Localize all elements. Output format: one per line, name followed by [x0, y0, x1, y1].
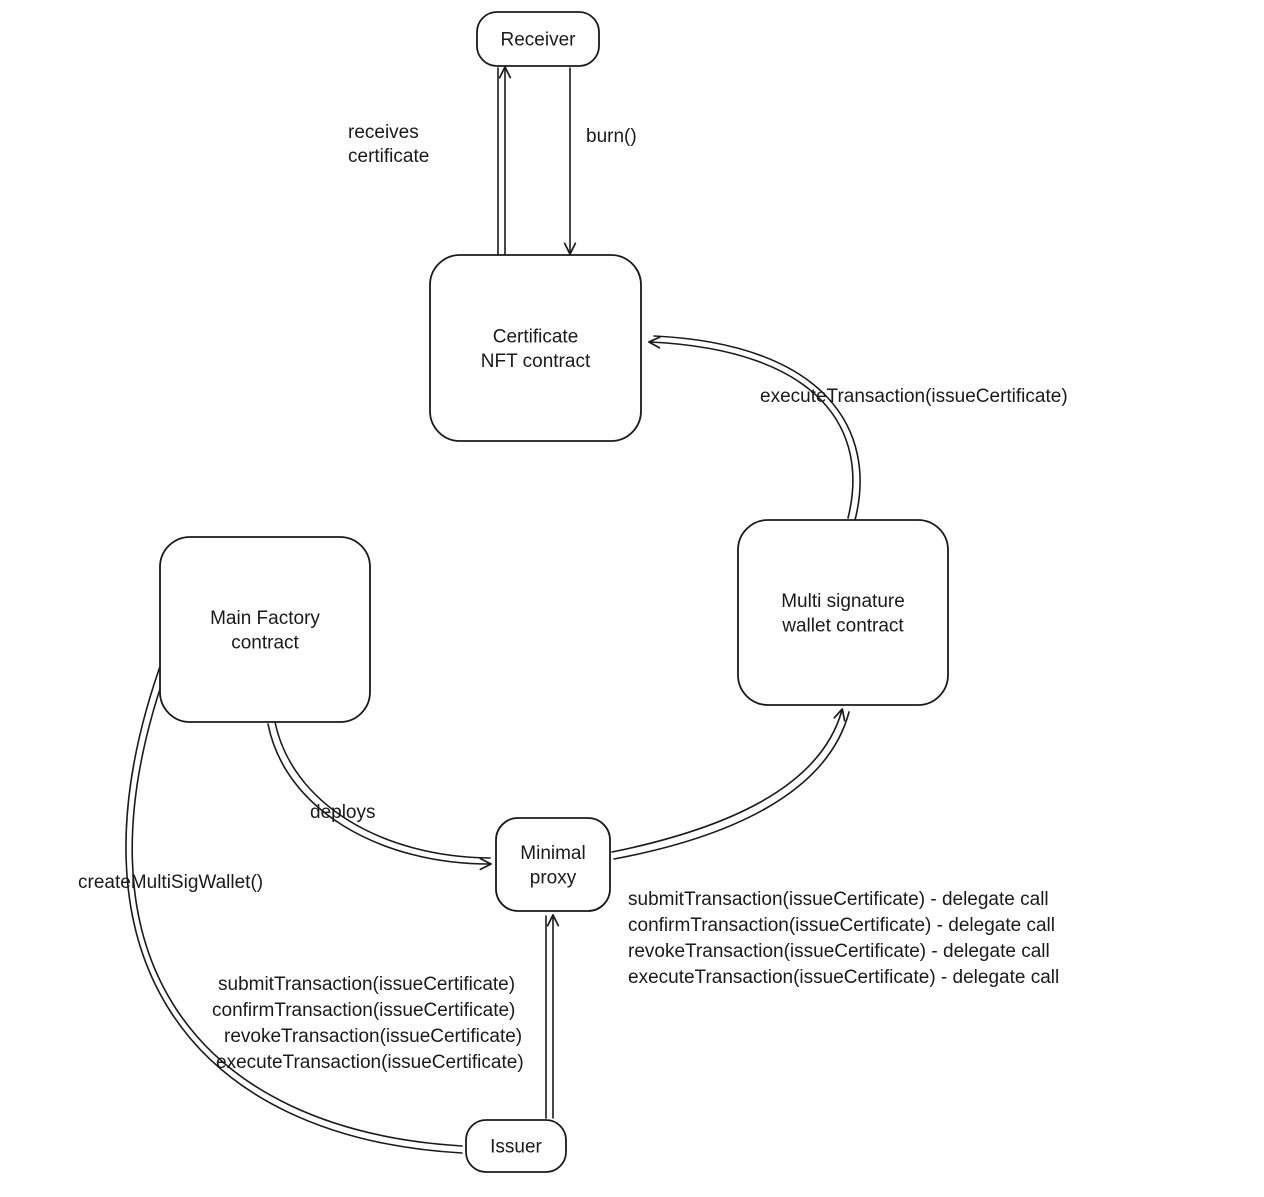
- edge-execute-transaction: executeTransaction(issueCertificate): [650, 336, 1068, 520]
- edge-deploys: deploys: [268, 722, 490, 864]
- edge-label: executeTransaction(issueCertificate) - d…: [628, 967, 1059, 988]
- edge-label: deploys: [310, 802, 376, 823]
- edge-label: submitTransaction(issueCertificate): [218, 974, 515, 995]
- svg-text:Issuer: Issuer: [490, 1137, 542, 1158]
- node-issuer: Issuer: [466, 1120, 566, 1172]
- edge-label: createMultiSigWallet(): [78, 872, 263, 893]
- edge-label: executeTransaction(issueCertificate): [216, 1052, 524, 1073]
- edge-receives-certificate: receives certificate: [348, 68, 505, 255]
- edge-label: submitTransaction(issueCertificate) - de…: [628, 889, 1049, 910]
- edge-label: executeTransaction(issueCertificate): [760, 386, 1068, 407]
- node-minimal-proxy: Minimalproxy: [496, 818, 610, 911]
- edge-label: revokeTransaction(issueCertificate): [224, 1026, 522, 1047]
- edge-issuer-to-proxy: submitTransaction(issueCertificate) conf…: [212, 916, 553, 1118]
- node-main-factory: Main Factorycontract: [160, 537, 370, 722]
- edge-label: receives: [348, 122, 419, 143]
- edge-burn: burn(): [570, 68, 637, 253]
- edge-label: revokeTransaction(issueCertificate) - de…: [628, 941, 1050, 962]
- node-receiver: Receiver: [477, 12, 599, 66]
- edge-label: certificate: [348, 146, 429, 167]
- svg-text:Receiver: Receiver: [501, 30, 577, 51]
- edge-label: burn(): [586, 126, 637, 147]
- edge-label: confirmTransaction(issueCertificate): [212, 1000, 515, 1021]
- edge-proxy-to-multisig: submitTransaction(issueCertificate) - de…: [612, 710, 1059, 988]
- node-certificate: CertificateNFT contract: [430, 255, 641, 441]
- edge-label: confirmTransaction(issueCertificate) - d…: [628, 915, 1055, 936]
- node-multisig: Multi signaturewallet contract: [738, 520, 948, 705]
- architecture-diagram: receives certificate burn() executeTrans…: [0, 0, 1264, 1197]
